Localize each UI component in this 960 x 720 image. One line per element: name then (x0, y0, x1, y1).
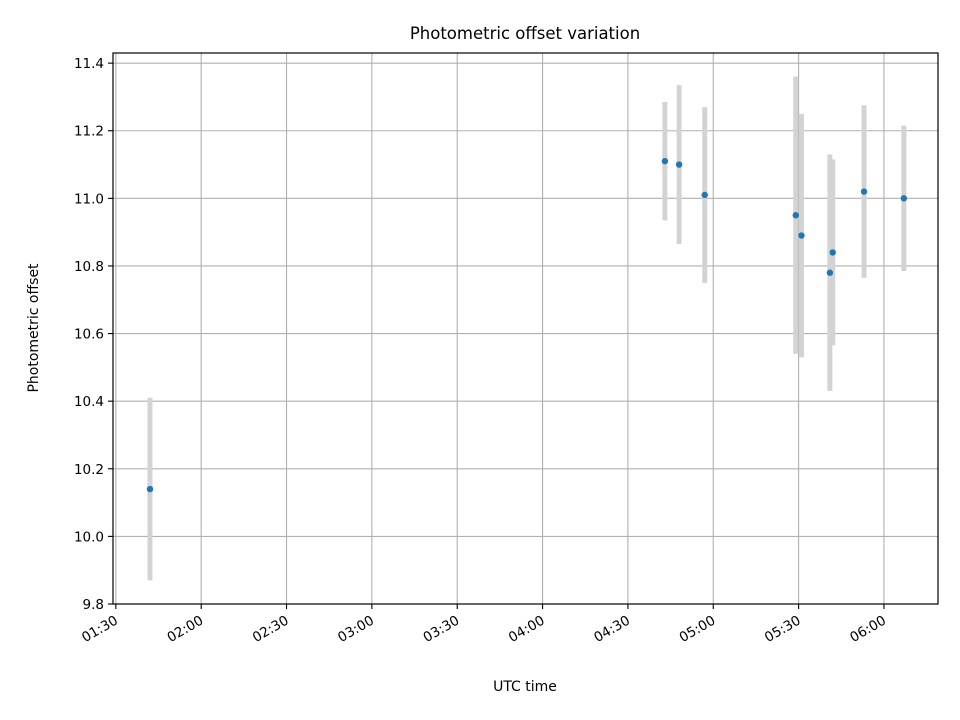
data-point (675, 161, 683, 168)
y-tick-label: 11.2 (74, 124, 104, 140)
data-point (829, 249, 836, 256)
data-points (146, 157, 908, 493)
y-axis: 9.8 10.0 10.2 10.4 10.6 10.8 11.0 11.2 11.4 (74, 56, 113, 613)
data-point (798, 232, 805, 239)
y-tick-label: 11.4 (74, 56, 104, 72)
y-tick-label: 10.8 (74, 259, 104, 275)
data-point (860, 188, 868, 195)
data-point (146, 485, 154, 493)
plot-frame (112, 52, 939, 605)
data-point (900, 195, 908, 202)
y-tick-label: 11.0 (74, 191, 104, 207)
y-axis-title: Photometric offset (26, 263, 42, 393)
plot-area (113, 53, 938, 604)
data-point (661, 157, 669, 165)
data-point (826, 269, 834, 276)
y-tick-label: 10.2 (74, 462, 104, 478)
y-tick-label: 10.0 (74, 529, 104, 545)
chart-title: Photometric offset variation (410, 24, 640, 43)
data-point (701, 191, 708, 199)
data-point (792, 212, 799, 219)
y-tick-label: 9.8 (83, 597, 104, 613)
y-tick-label: 10.6 (74, 327, 104, 343)
x-axis-title: UTC time (493, 679, 557, 695)
y-tick-label: 10.4 (74, 394, 104, 410)
